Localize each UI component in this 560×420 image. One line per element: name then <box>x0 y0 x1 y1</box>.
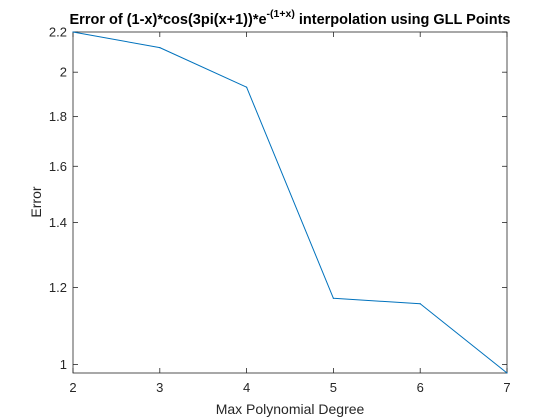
y-tick-label: 2.2 <box>49 25 67 40</box>
x-tick-label: 7 <box>503 380 510 395</box>
series-line <box>72 31 508 374</box>
series-group <box>72 31 508 374</box>
x-tick-label: 2 <box>69 380 76 395</box>
y-tick-label: 1.6 <box>49 159 67 174</box>
chart-title-suffix: interpolation using GLL Points <box>295 12 511 28</box>
data-point <box>246 86 248 88</box>
data-point <box>72 31 74 33</box>
data-point <box>419 303 421 305</box>
data-point <box>159 47 161 49</box>
chart-title-main: Error of (1-x)*cos(3pi(x+1))*e <box>70 12 267 28</box>
x-axis-label: Max Polynomial Degree <box>216 401 365 417</box>
x-tick-label: 6 <box>417 380 424 395</box>
data-point <box>506 372 508 374</box>
x-tick-label: 5 <box>330 380 337 395</box>
chart-title-superscript: -(1+x) <box>267 8 295 20</box>
y-tick-label: 2 <box>60 65 67 80</box>
x-axis: 2 3 4 5 6 7 <box>69 32 511 395</box>
x-tick-label: 4 <box>243 380 250 395</box>
y-axis: 1 1.2 1.4 1.6 1.8 2 2.2 <box>49 25 507 372</box>
x-tick-label: 3 <box>156 380 163 395</box>
y-tick-label: 1 <box>60 357 67 372</box>
chart-title: Error of (1-x)*cos(3pi(x+1))*e-(1+x) int… <box>70 8 511 28</box>
y-tick-label: 1.2 <box>49 280 67 295</box>
y-tick-label: 1.4 <box>49 215 67 230</box>
y-tick-label: 1.8 <box>49 109 67 124</box>
data-point <box>332 297 334 299</box>
y-axis-label: Error <box>28 186 44 217</box>
plot-area <box>72 31 508 374</box>
